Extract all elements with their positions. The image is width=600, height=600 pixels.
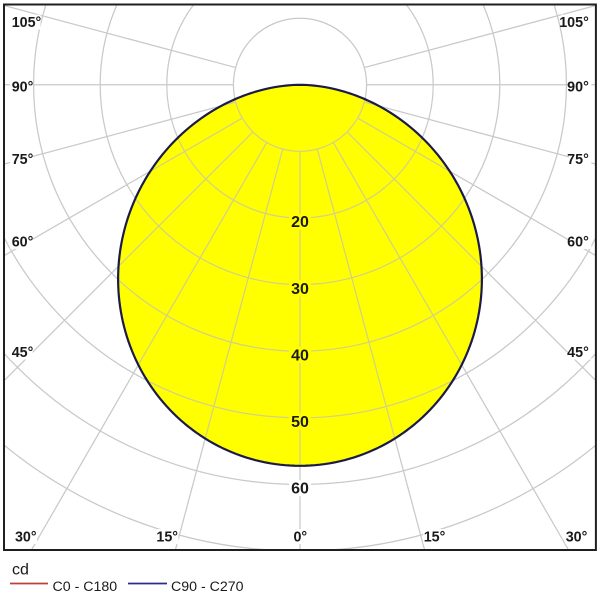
- svg-text:60: 60: [291, 481, 309, 498]
- svg-text:50: 50: [291, 414, 309, 431]
- svg-text:cd: cd: [12, 562, 29, 579]
- svg-text:15°: 15°: [156, 530, 178, 546]
- svg-text:60°: 60°: [567, 234, 589, 250]
- svg-text:105°: 105°: [12, 15, 42, 31]
- svg-text:15°: 15°: [424, 530, 446, 546]
- svg-text:0°: 0°: [293, 530, 307, 546]
- svg-text:30°: 30°: [566, 530, 588, 546]
- svg-text:90°: 90°: [567, 80, 589, 96]
- svg-text:60°: 60°: [12, 234, 34, 250]
- svg-text:C90 - C270: C90 - C270: [171, 579, 244, 595]
- svg-text:45°: 45°: [12, 345, 34, 361]
- svg-text:75°: 75°: [12, 152, 34, 168]
- svg-text:30: 30: [291, 281, 309, 298]
- svg-text:45°: 45°: [567, 345, 589, 361]
- svg-text:75°: 75°: [567, 152, 589, 168]
- svg-text:90°: 90°: [12, 80, 34, 96]
- svg-text:105°: 105°: [559, 15, 589, 31]
- svg-text:30°: 30°: [15, 530, 37, 546]
- svg-text:40: 40: [291, 347, 309, 364]
- svg-text:20: 20: [291, 214, 309, 231]
- svg-text:C0 - C180: C0 - C180: [53, 579, 118, 595]
